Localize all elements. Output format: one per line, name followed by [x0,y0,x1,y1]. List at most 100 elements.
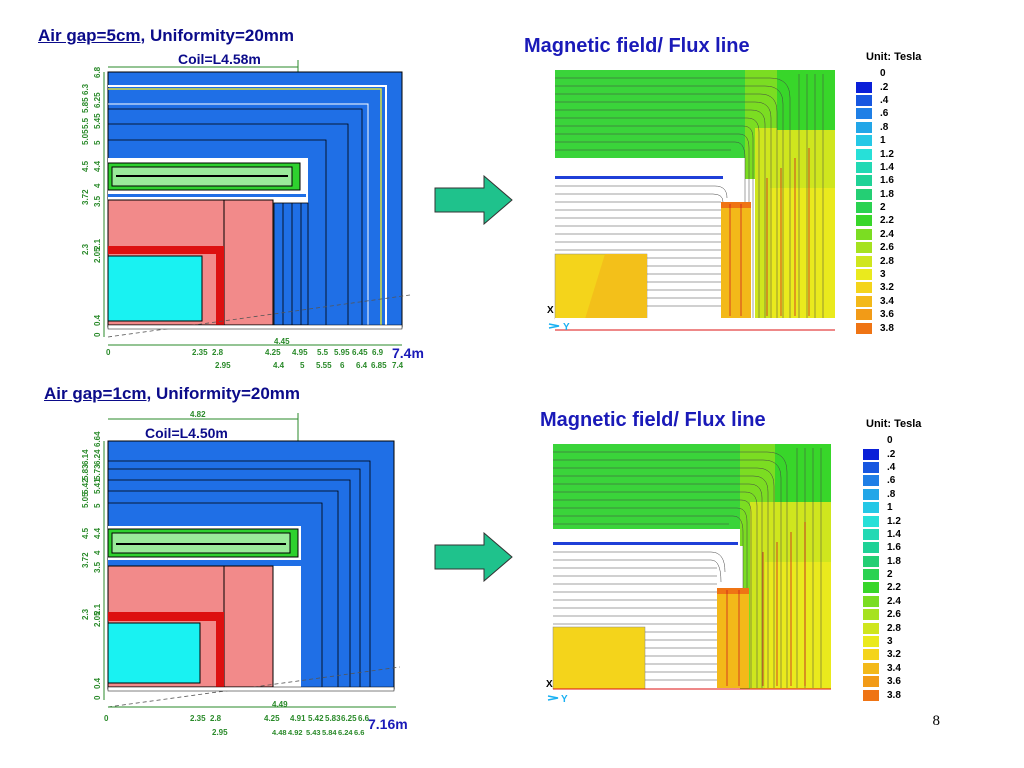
bottom-total-width-label: 7.16m [368,716,408,732]
legend-swatch [856,242,872,254]
top-mfield-title: Magnetic field/ Flux line [524,35,750,57]
x-tick: 0 [104,714,109,723]
bottom-mfield-title: Magnetic field/ Flux line [540,409,766,431]
legend-label: 2 [880,202,886,214]
legend-row: .2 [863,447,901,460]
legend-label: 1.8 [880,188,894,200]
page-number: 8 [932,713,941,729]
y-tick: 0 [93,332,102,337]
y-tick: 3.5 [93,561,102,573]
legend-swatch [863,448,879,460]
legend-label: 2.6 [880,242,894,254]
legend-swatch [856,94,872,106]
x-tick: 6.6 [358,714,370,723]
x-tick: 2.8 [210,714,222,723]
legend-swatch [863,461,879,473]
y-tick: 4.4 [93,160,102,172]
legend-row: 1.4 [856,161,894,174]
x-tick: 2.95 [212,728,228,737]
legend-label: 3 [880,269,886,281]
axis-triad-icon [548,323,560,329]
legend-row: 1.4 [863,528,901,541]
y-tick: 3.72 [81,189,90,205]
bottom-field-plot: X Y [545,442,835,707]
legend-row: 1 [856,134,894,147]
legend-swatch [863,676,879,688]
y-tick: 6.3 [81,83,90,95]
legend-label: 3.6 [887,676,901,688]
legend-row: 0 [856,67,894,80]
bottom-y-ticks: 0 0.4 2.05 2.1 2.3 3.5 3.72 4 4.4 4.5 5 … [81,431,102,700]
y-tick: 0.4 [93,314,102,326]
legend-row: 2.4 [856,228,894,241]
bottom-axis-x: X [546,679,553,690]
top-legend-title: Unit: Tesla [866,51,922,63]
legend-swatch [856,228,872,240]
x-tick: 6.24 [338,728,353,737]
x-tick: 7.4 [392,361,404,370]
bottom-heading-link[interactable]: Air gap=1cm [44,384,147,403]
legend-swatch [863,488,879,500]
legend-swatch [863,649,879,661]
legend-label: 1.6 [887,542,901,554]
legend-label: 1.4 [880,161,894,173]
x-tick: 6.4 [356,361,368,370]
bottom-legend-title: Unit: Tesla [866,418,922,430]
x-tick: 4.95 [292,348,308,357]
legend-row: 3.2 [863,648,901,661]
legend-label: .2 [880,81,889,93]
legend-swatch [863,636,879,648]
top-axis-y: Y [563,322,570,333]
x-tick: 5.83 [325,714,341,723]
legend-label: 2.8 [880,255,894,267]
legend-label: 2.8 [887,622,901,634]
y-tick: 5.05 [81,492,90,508]
legend-row: 2 [863,568,901,581]
legend-row: 2.6 [863,608,901,621]
x-tick: 5 [300,361,305,370]
legend-row: 1 [863,501,901,514]
y-tick: 6.64 [93,431,102,447]
legend-label: 1.8 [887,555,901,567]
legend-row: 3.8 [863,688,901,701]
x-tick: 0 [106,348,111,357]
legend-swatch [856,148,872,160]
legend-label: 3 [887,636,893,648]
bottom-coil-label: Coil=L4.50m [145,425,228,441]
legend-label: .4 [887,461,896,473]
legend-label: .2 [887,448,896,460]
legend-row: 3.2 [856,281,894,294]
legend-row: 3 [856,268,894,281]
x-tick: 5.42 [308,714,324,723]
legend-row: 3 [863,635,901,648]
legend-label: 3.2 [887,649,901,661]
legend-row: 1.8 [856,188,894,201]
x-tick: 4.48 [272,728,287,737]
legend-swatch [856,255,872,267]
legend-label: .4 [880,94,889,106]
legend-label: .8 [887,488,896,500]
top-heading-link[interactable]: Air gap=5cm [38,26,141,45]
x-tick: 6.85 [371,361,387,370]
x-tick: 4.92 [288,728,303,737]
legend-swatch [863,595,879,607]
y-tick: 2.05 [93,611,102,627]
legend-row: 1.6 [856,174,894,187]
legend-row: .6 [856,107,894,120]
legend-swatch [856,108,872,120]
y-tick: 5.45 [93,113,102,129]
x-tick: 4.49 [272,700,288,709]
legend-label: 3.2 [880,282,894,294]
legend-row: 3.4 [856,295,894,308]
legend-row: 1.2 [856,147,894,160]
legend-label: 2 [887,569,893,581]
y-tick: 5.73 [93,464,102,480]
x-tick: 2.35 [192,348,208,357]
y-tick: 2.05 [93,247,102,263]
legend-label: 2.4 [887,595,901,607]
legend-row: 2 [856,201,894,214]
legend-row: 3.6 [863,675,901,688]
y-tick: 4 [93,183,102,188]
legend-row: 2.8 [863,621,901,634]
y-tick: 5 [93,503,102,508]
